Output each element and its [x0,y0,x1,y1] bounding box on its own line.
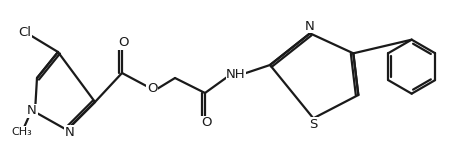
Text: CH₃: CH₃ [12,127,32,137]
Text: NH: NH [226,68,246,80]
Text: N: N [27,105,37,117]
Text: O: O [147,83,157,95]
Text: N: N [65,125,75,139]
Text: N: N [305,20,315,33]
Text: S: S [309,118,318,131]
Text: O: O [118,37,128,49]
Text: Cl: Cl [18,25,31,39]
Text: O: O [201,117,211,129]
